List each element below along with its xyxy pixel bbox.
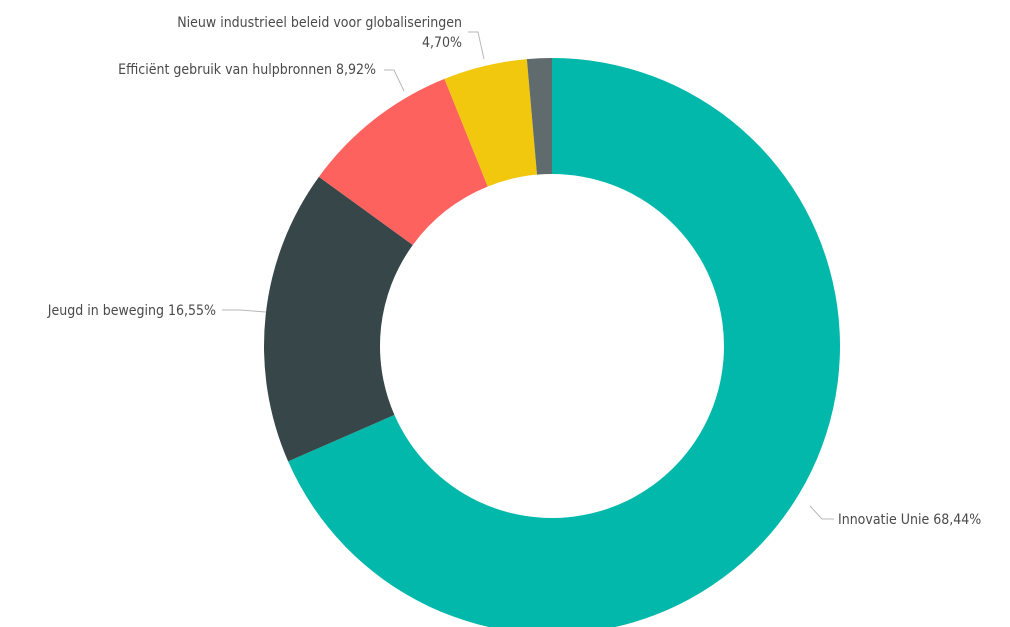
slice-label-2: Jeugd in beweging 16,55% xyxy=(47,303,216,319)
slice-label-4-line-2: 4,70% xyxy=(422,35,462,51)
donut-slice-3[interactable] xyxy=(318,78,488,245)
slice-label-3: Efficiënt gebruik van hulpbronnen 8,92% xyxy=(118,62,376,78)
donut-slice-1[interactable] xyxy=(288,58,840,627)
leader-line-1 xyxy=(809,505,834,520)
donut-slice-5[interactable] xyxy=(526,58,552,175)
leader-line-2 xyxy=(222,309,267,313)
donut-slice-4[interactable] xyxy=(444,59,537,187)
slice-label-4-line-1: Nieuw industrieel beleid voor globaliser… xyxy=(177,15,462,31)
donut-slice-2[interactable] xyxy=(264,176,413,462)
donut-slices xyxy=(264,58,840,627)
slice-label-1: Innovatie Unie 68,44% xyxy=(838,512,981,528)
donut-labels: Innovatie Unie 68,44% Jeugd in beweging 1… xyxy=(47,15,981,528)
leader-line-4 xyxy=(468,31,485,60)
leader-line-3 xyxy=(384,69,405,92)
